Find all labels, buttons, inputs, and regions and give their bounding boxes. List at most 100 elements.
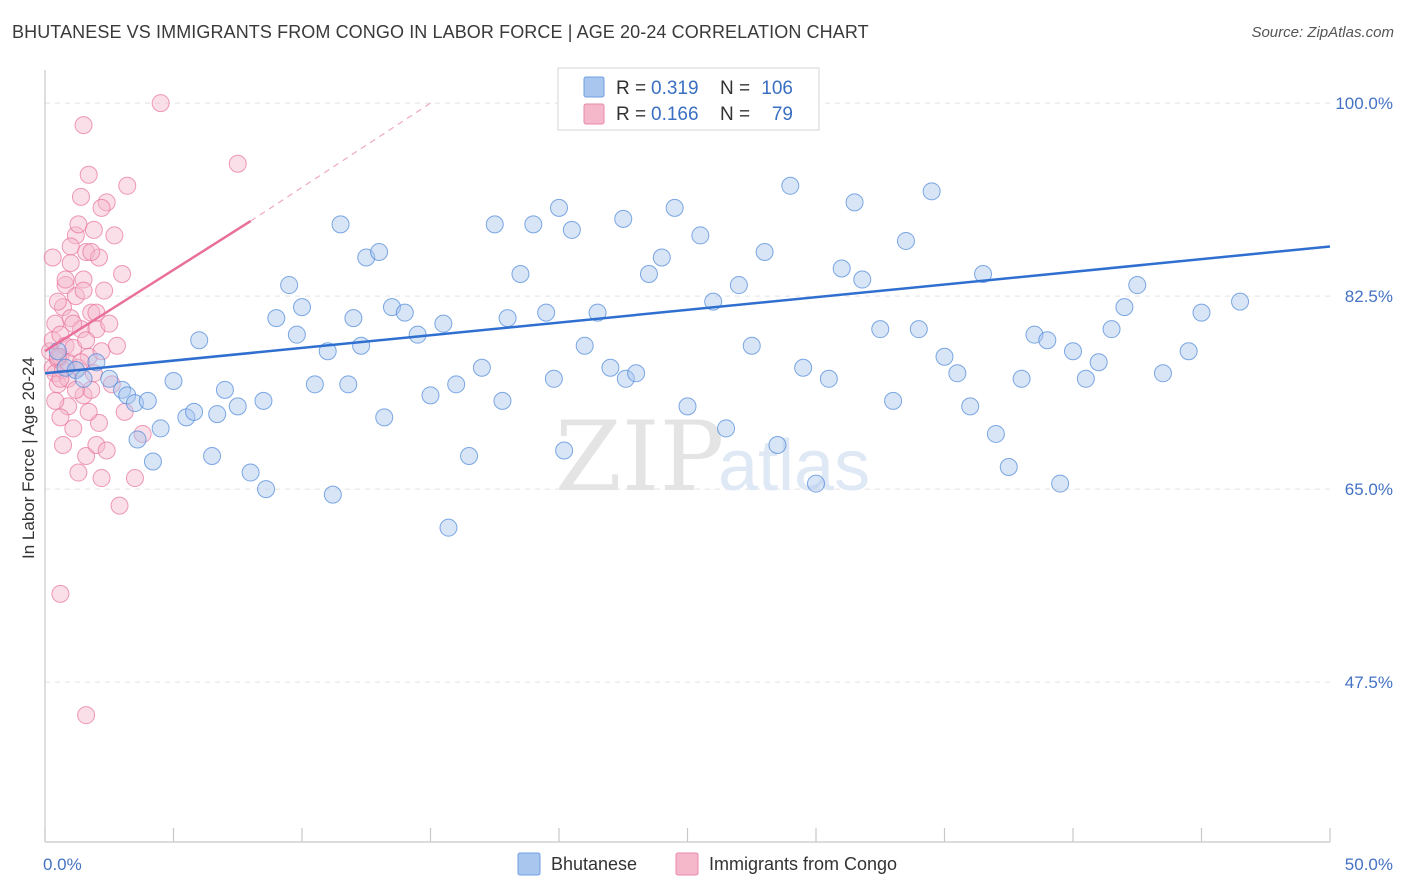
bhutanese-point-30 [323,485,342,504]
congo-point-37 [89,413,108,432]
x-tick-label-min: 0.0% [43,855,82,874]
bottom-legend: Bhutanese Immigrants from Congo [517,852,897,876]
bhutanese-point-31 [331,215,350,234]
bhutanese-point-104 [1192,303,1211,322]
bhutanese-point-16 [190,331,209,350]
congo-point-18 [64,419,83,438]
bhutanese-point-43 [439,518,458,537]
congo-point-71 [51,369,70,388]
bhutanese-point-59 [601,358,620,377]
congo-point-53 [51,408,70,427]
bhutanese-point-20 [228,397,247,416]
bhutanese-point-87 [948,364,967,383]
congo-point-42 [100,314,119,333]
congo-point-16 [61,254,80,272]
bhutanese-point-51 [524,215,543,234]
y-tick-label-1: 65.0% [1345,480,1393,499]
bhutanese-point-11 [143,452,162,471]
congo-trend-line [44,220,252,353]
bhutanese-point-9 [128,430,147,449]
congo-point-28 [77,447,96,465]
legend-r-label-1: R = [616,78,646,99]
congo-point-69 [97,441,116,460]
bhutanese-point-67 [691,226,710,245]
bhutanese-point-79 [845,193,864,212]
bhutanese-point-82 [884,391,903,410]
legend-box: R = 0.319 N = 106 R = 0.166 N = 79 [557,67,820,131]
chart-source: Source: ZipAtlas.com [1251,24,1394,41]
bhutanese-point-83 [896,231,915,250]
bhutanese-point-65 [665,198,684,217]
congo-point-75 [228,154,247,173]
bhutanese-point-52 [537,303,556,322]
legend-n-label-2: N = [720,104,750,125]
bhutanese-point-15 [185,402,204,421]
bhutanese-point-17 [203,447,222,465]
y-tick-labels: 47.5% 65.0% 82.5% 100.0% [1335,94,1393,692]
congo-trend-extension [250,102,431,222]
bhutanese-point-74 [781,176,800,195]
congo-point-39 [92,469,111,488]
congo-point-40 [95,281,114,300]
congo-point-74 [151,94,170,113]
bhutanese-trend-line [44,245,1331,375]
congo-point-52 [48,292,67,311]
bhutanese-point-4 [87,353,106,372]
bhutanese-point-85 [922,182,941,201]
bhutanese-point-78 [832,259,851,278]
congo-point-49 [118,176,137,195]
bhutanese-point-76 [807,474,825,493]
congo-point-50 [43,248,62,267]
bhutanese-point-73 [768,435,787,454]
chart-title: BHUTANESE VS IMMIGRANTS FROM CONGO IN LA… [12,22,869,42]
congo-point-60 [69,215,88,234]
bhutanese-point-18 [208,405,227,424]
y-axis-label: In Labor Force | Age 20-24 [19,357,38,559]
congo-point-35 [87,435,106,454]
bhutanese-point-60 [614,209,633,228]
y-tick-label-3: 100.0% [1335,94,1393,113]
bhutanese-point-86 [935,347,954,366]
bhutanese-point-26 [287,325,306,344]
congo-point-57 [61,237,80,256]
congo-point-45 [107,336,126,355]
bhutanese-point-91 [999,458,1018,477]
series-immigrants-from-congo [41,94,247,725]
congo-point-33 [84,220,103,239]
bhutanese-point-19 [215,380,234,399]
bhutanese-point-53 [544,369,563,388]
bhutanese-point-103 [1179,342,1198,361]
bhutanese-point-21 [241,463,260,482]
bhutanese-point-81 [871,320,890,339]
bottom-legend-label-bhutanese: Bhutanese [551,854,637,874]
bhutanese-point-6 [113,380,132,399]
legend-swatch-bhutanese [583,76,605,98]
y-tick-label-0: 47.5% [1345,673,1393,692]
bhutanese-point-97 [1076,369,1095,388]
congo-point-12 [56,276,75,295]
bottom-legend-swatch-bhutanese [517,852,541,876]
congo-point-76 [51,584,70,603]
bhutanese-point-92 [1012,369,1031,388]
congo-point-44 [105,226,124,245]
bhutanese-point-33 [344,309,363,328]
y-tick-label-2: 82.5% [1345,287,1393,306]
bhutanese-point-70 [729,276,748,295]
legend-r-value-1: 0.319 [651,78,699,99]
bhutanese-point-77 [819,369,838,388]
bhutanese-point-72 [755,242,774,261]
bhutanese-point-98 [1089,353,1108,372]
bhutanese-point-24 [267,309,286,328]
bhutanese-point-25 [280,276,299,295]
bhutanese-point-27 [293,298,311,317]
bhutanese-point-102 [1153,364,1172,383]
series-bhutanese [48,176,1250,537]
bottom-legend-swatch-congo [675,852,699,876]
bhutanese-point-56 [562,220,581,239]
bhutanese-point-64 [652,248,671,267]
legend-swatch-congo [583,103,605,125]
bhutanese-point-44 [447,375,466,394]
legend-n-label-1: N = [720,78,750,99]
bhutanese-point-47 [485,215,504,234]
